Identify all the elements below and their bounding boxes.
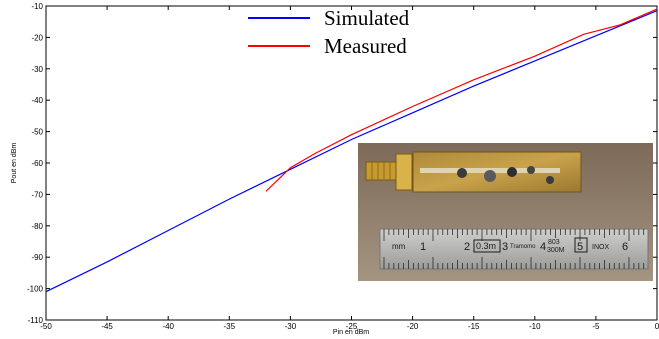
x-tick-label: 0 <box>655 322 659 331</box>
ruler-unit: mm <box>392 242 406 251</box>
x-tick-label: -35 <box>224 322 236 331</box>
sma-connector-body <box>365 161 397 181</box>
ruler: mm 1 2 0.3m 3 Tramomo 4 803 300M 5 INOX … <box>379 228 649 270</box>
series-line-measured <box>265 8 658 192</box>
x-tick-label: -25 <box>346 322 358 331</box>
x-tick-label: -20 <box>407 322 419 331</box>
component <box>507 167 517 177</box>
y-tick-label: -80 <box>31 222 43 231</box>
component <box>484 170 496 182</box>
y-tick-label: -90 <box>31 253 43 262</box>
y-axis-label: Pout en dBm <box>11 143 18 184</box>
inset-photo: mm 1 2 0.3m 3 Tramomo 4 803 300M 5 INOX … <box>358 143 653 281</box>
ruler-label-6: 6 <box>622 241 628 253</box>
series-line-simulated <box>45 10 658 293</box>
y-tick-label: -110 <box>28 316 44 325</box>
ruler-label-5: 5 <box>577 241 583 253</box>
x-tick-label: -15 <box>468 322 480 331</box>
ruler-label-2: 2 <box>464 241 470 253</box>
component <box>546 176 554 184</box>
ruler-code-300m: 300M <box>547 247 565 254</box>
legend-label-measured: Measured <box>324 34 407 58</box>
y-tick-label: -10 <box>31 2 43 11</box>
sma-connector-flange <box>395 153 413 191</box>
ruler-code-803: 803 <box>548 239 560 246</box>
y-tick-label: -40 <box>31 96 43 105</box>
ruler-label-1: 1 <box>420 241 426 253</box>
x-tick-label: -5 <box>592 322 600 331</box>
component <box>457 168 467 178</box>
y-tick-label: -60 <box>31 159 43 168</box>
ruler-label-3: 3 <box>502 241 508 253</box>
x-tick-label: -40 <box>162 322 174 331</box>
legend: Simulated Measured <box>248 6 410 58</box>
y-tick-label: -30 <box>31 65 43 74</box>
y-tick-label: -70 <box>31 190 43 199</box>
y-tick-label: -20 <box>31 33 43 42</box>
x-tick-label: -10 <box>529 322 541 331</box>
ruler-inox: INOX <box>592 244 609 251</box>
series-lines <box>45 8 658 293</box>
ruler-label-03m: 0.3m <box>476 241 496 251</box>
legend-label-simulated: Simulated <box>324 6 410 30</box>
ruler-brand: Tramomo <box>510 244 536 250</box>
x-axis-label: Pin en dBm <box>333 329 369 336</box>
component <box>527 166 535 174</box>
x-tick-label: -50 <box>40 322 52 331</box>
ruler-label-4: 4 <box>540 241 546 253</box>
x-tick-label: -45 <box>101 322 113 331</box>
axis-ticks: -50 -45 -40 -35 -30 -25 -20 -15 -10 -5 0-110-100-9… <box>27 2 659 331</box>
x-tick-label: -30 <box>285 322 297 331</box>
y-tick-label: -50 <box>31 128 43 137</box>
y-tick-label: -100 <box>27 285 44 294</box>
